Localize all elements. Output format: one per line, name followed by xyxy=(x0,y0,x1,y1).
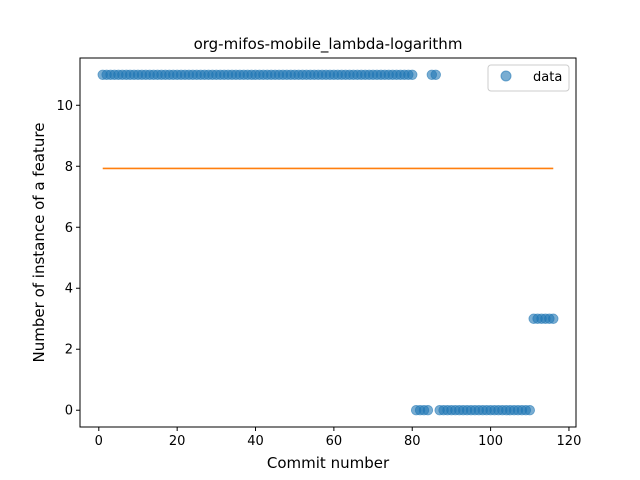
chart-title: org-mifos-mobile_lambda-logarithm xyxy=(194,35,463,54)
y-tick-label: 4 xyxy=(65,282,73,297)
y-tick-label: 10 xyxy=(56,99,73,114)
data-point xyxy=(524,405,535,416)
data-point xyxy=(548,313,559,324)
y-tick-label: 0 xyxy=(65,404,73,419)
x-tick-label: 0 xyxy=(95,434,103,449)
x-tick-label: 40 xyxy=(247,434,264,449)
x-tick-label: 120 xyxy=(557,434,582,449)
legend-label-data: data xyxy=(533,70,562,85)
x-tick-label: 20 xyxy=(169,434,186,449)
x-axis-title: Commit number xyxy=(267,454,390,472)
data-point xyxy=(407,69,418,80)
y-tick-label: 6 xyxy=(65,221,73,236)
data-point xyxy=(422,405,434,416)
y-tick-label: 8 xyxy=(65,160,73,175)
plot-frame xyxy=(79,57,577,428)
y-axis-title: Number of instance of a feature xyxy=(30,123,48,363)
legend-marker-data xyxy=(500,70,512,82)
x-tick-label: 60 xyxy=(326,434,343,449)
x-tick-label: 80 xyxy=(404,434,421,449)
plot-area xyxy=(97,69,559,416)
y-tick-label: 2 xyxy=(65,343,73,358)
x-tick-label: 100 xyxy=(478,434,503,449)
y-axis: 0 2 4 6 8 10 xyxy=(56,99,80,419)
legend: data xyxy=(487,64,570,92)
x-axis: 0 20 40 60 80 100 120 xyxy=(95,427,582,449)
data-point xyxy=(430,69,441,80)
